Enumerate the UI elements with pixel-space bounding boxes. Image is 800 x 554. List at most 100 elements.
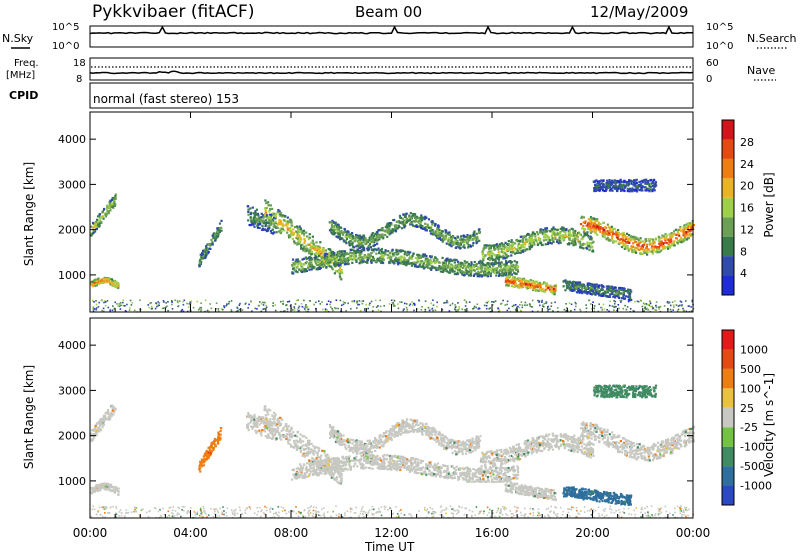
power-cell [343,257,346,261]
power-cell [671,301,674,303]
power-cell [629,247,632,251]
power-cell [378,249,381,252]
power-cell [454,258,457,262]
power-cell [525,240,528,243]
power-cell [328,255,331,258]
power-cell [312,265,315,268]
power-cell [92,229,95,232]
power-cell [511,243,514,246]
power-cell [547,237,550,240]
power-cell [419,256,423,259]
power-cell [210,238,213,242]
power-cell [571,285,574,288]
velocity-cell [635,507,637,509]
power-cell [639,251,642,255]
power-cell [217,227,220,230]
power-cell [601,189,604,192]
power-cell [338,250,341,253]
power-cell [558,233,561,236]
power-cell [626,232,629,235]
power-cell [366,247,369,250]
power-cell [335,257,338,261]
power-cell [507,276,510,280]
power-cell [422,216,425,219]
power-cell [358,300,361,302]
power-cell [382,258,385,261]
power-cell [386,235,389,238]
power-cell [469,268,472,272]
power-cell [644,238,647,241]
power-cell [650,247,653,250]
power-cell [256,226,259,229]
power-cell [384,249,387,252]
power-cell [500,272,503,276]
power-cell [512,278,515,281]
power-cell [166,305,168,308]
velocity-cell [500,511,502,513]
power-cell [516,306,518,309]
power-cell [406,310,408,312]
power-cell [680,239,683,242]
power-cell [181,308,184,311]
power-cell [618,183,621,186]
power-cell [370,251,373,255]
power-cell [347,230,350,234]
power-cell [440,232,443,235]
power-cell [665,236,668,239]
power-cell [479,259,482,262]
power-cell [551,237,554,240]
y-tick-label: 3000 [58,178,86,191]
power-cell [559,241,562,244]
power-cell [565,228,568,231]
power-cell [679,227,682,230]
power-ylabel: Slant Range [km] [22,162,36,266]
power-cell [110,278,113,281]
power-cell [653,184,656,187]
power-cell [269,217,272,220]
power-cell [216,231,220,234]
power-cell [254,218,257,221]
power-cell [471,237,475,240]
power-cell [561,226,564,229]
noise-panel-frame [89,25,694,48]
power-cell [473,264,476,267]
power-cell [338,255,341,258]
power-cell [535,231,539,234]
power-cell [586,291,589,294]
power-cell [464,265,467,268]
power-cell [578,241,582,244]
power-cell [99,216,102,219]
power-cell [608,232,611,235]
power-cell [567,310,569,312]
power-cell [546,307,549,310]
power-cell [411,301,413,303]
power-cell [296,271,299,274]
power-cell [260,220,264,223]
power-cell [501,249,504,252]
power-cell [680,301,683,303]
power-cell [322,308,324,311]
power-cell [662,242,665,245]
power-cell [259,301,261,303]
power-cell [394,258,397,261]
power-cell [651,185,654,188]
power-cell [586,292,589,295]
velocity-cell [431,508,434,510]
power-cell [531,310,534,313]
velocity-cell [196,513,199,515]
power-cell [567,283,570,286]
power-cell [500,261,503,264]
power-cell [436,305,438,308]
power-cell [633,310,635,313]
power-cell [337,251,340,254]
power-cell [629,188,632,191]
power-cell [249,211,252,214]
power-cell [340,231,343,234]
power-cell [488,257,491,260]
power-cell [154,307,157,310]
power-cell [475,263,479,266]
power-cell [398,256,401,259]
power-cell [417,255,420,258]
power-cell [510,241,513,244]
power-cell [296,237,299,240]
